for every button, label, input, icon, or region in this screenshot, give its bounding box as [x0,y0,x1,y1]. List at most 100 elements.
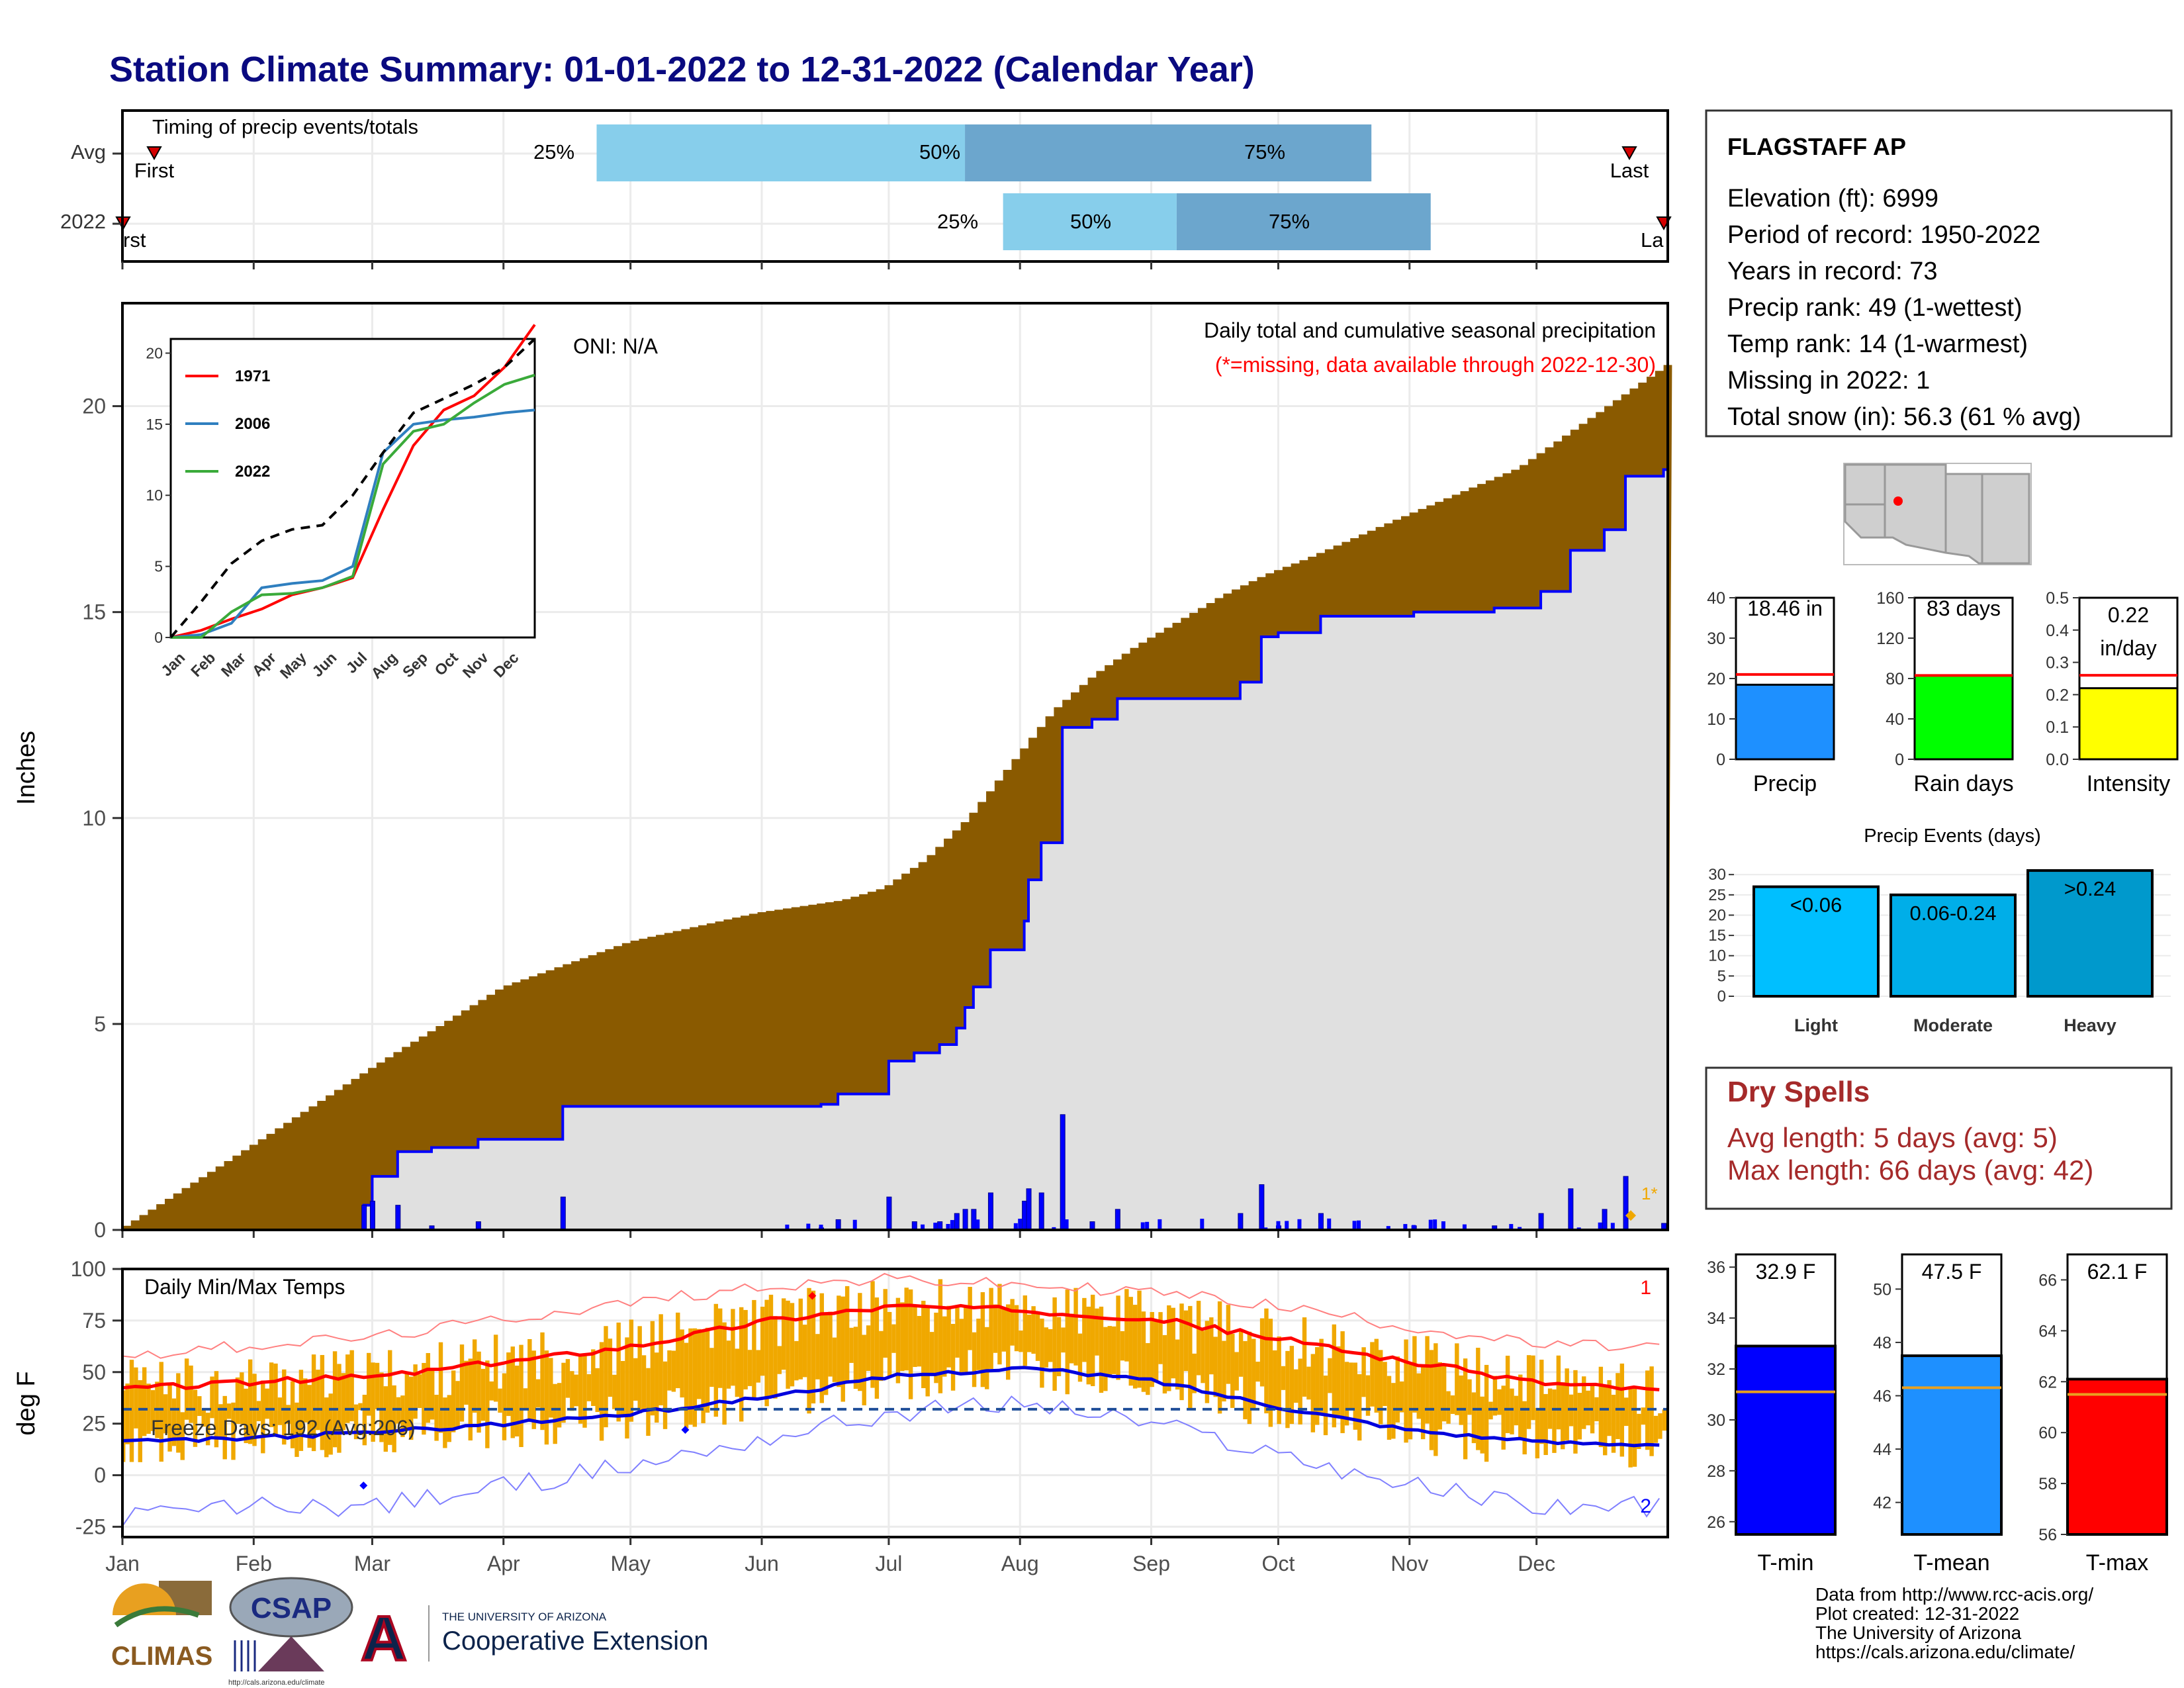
month-axis: Jan Feb Mar Apr May Jun Jul Aug Sep Oct Nov Dec [105,1537,1555,1575]
climas-logo-text: CLIMAS [111,1642,212,1671]
station-info-box: FLAGSTAFF AP Elevation (ft): 6999 Period… [1705,109,2173,438]
daily-temp-bar [332,1351,338,1448]
daily-temp-bar [1492,1376,1498,1416]
daily-precip-bar [1386,1226,1390,1230]
daily-temp-bar [874,1297,880,1399]
daily-temp-bar [193,1389,198,1447]
precip-event-category: Heavy [2064,1015,2116,1035]
timing-quartile-bar [965,124,1372,181]
temp-summary-bar [2066,1378,2168,1536]
daily-temp-bar [913,1307,917,1368]
daily-precip-bar [1538,1213,1544,1231]
daily-precip-bar [852,1219,857,1230]
inset-series-line [171,373,535,639]
daily-temp-bar [1171,1307,1175,1379]
daily-temp-bar [1480,1396,1484,1454]
daily-temp-bar [535,1379,541,1408]
daily-temp-bar [1349,1362,1353,1409]
precip-event-category: Moderate [1913,1015,1993,1035]
month-label: Sep [1132,1552,1170,1575]
daily-temp-bar [616,1322,621,1422]
daily-temp-bar [1001,1309,1007,1352]
timing-row-avg: Avg [71,140,106,164]
precip-events-chart: 0 5 10 15 20 25 30 <0.06 Light 0.06-0.24 Moderate >… [1708,866,2171,1035]
daily-temp-bar [1188,1305,1193,1409]
daily-temp-bar [1662,1409,1667,1431]
daily-temp-bar [1526,1355,1531,1429]
daily-temp-bar [383,1386,388,1452]
daily-temp-bar [1365,1375,1371,1416]
daily-temp-bar [1582,1376,1586,1429]
daily-temp-bar [950,1323,956,1391]
daily-precip-bar [1623,1176,1629,1231]
daily-temp-bar [1391,1383,1396,1439]
daily-precip-bar [1433,1219,1437,1230]
daily-temp-bar [815,1334,820,1380]
daily-temp-bar [1209,1317,1214,1375]
daily-temp-bar [324,1397,329,1458]
daily-temp-bar [1510,1388,1514,1434]
daily-precip-bar [1318,1223,1323,1230]
daily-temp-bar [637,1326,642,1413]
daily-temp-bar [426,1353,431,1423]
timing-avg-75: 75% [1244,140,1285,164]
daily-temp-bar [307,1385,312,1448]
daily-temp-bar [1251,1338,1256,1409]
daily-temp-bar [167,1383,172,1452]
daily-temp-bar [1238,1331,1244,1377]
daily-temp-bar [1019,1330,1023,1352]
daily-temp-bar [713,1303,719,1417]
precip-events-tick-label: 5 [1717,967,1726,985]
daily-temp-bar [557,1383,562,1428]
daily-temp-bar [1518,1374,1523,1440]
daily-temp-bar [1598,1366,1604,1448]
summary-bar-tick-label: 40 [1707,589,1725,608]
daily-temp-bar [316,1370,320,1430]
summary-bar [1735,683,1835,761]
daily-precip-bar [1064,1219,1069,1230]
daily-temp-bar [375,1362,380,1409]
daily-temp-bar [1310,1354,1316,1432]
daily-temp-bar [261,1380,265,1454]
daily-temp-bar [1086,1306,1091,1385]
daily-temp-bar [1535,1407,1540,1459]
daily-temp-bar [269,1362,274,1427]
daily-temp-bar [1383,1362,1387,1407]
daily-temp-bar [413,1364,418,1419]
cumulative-ylabel: Inches [13,731,40,805]
daily-precip-bar [971,1209,977,1231]
daily-temp-bar [747,1350,752,1386]
timing-2022-50: 50% [1070,210,1111,233]
timing-quartile-bar [1176,193,1431,250]
daily-temp-bar [1226,1305,1231,1384]
daily-temp-bar [404,1373,410,1430]
daily-temp-bar [853,1327,858,1389]
daily-temp-bar [1344,1362,1349,1426]
csap-rain-lines [234,1640,256,1671]
precip-event-bar [2026,869,2154,998]
daily-temp-bar [680,1329,684,1398]
temp-summary-tick-label: 30 [1707,1411,1725,1430]
temperature-summary-bars: 26 28 30 32 34 36 32.9 F T-min 42 44 46 48 50 47.5 F T… [1707,1253,2168,1575]
daily-temp-bar [1111,1326,1116,1374]
timing-row-2022: 2022 [60,210,106,233]
daily-temp-bar [1408,1364,1413,1440]
inset-series-line [170,408,535,639]
month-label: Apr [487,1552,520,1575]
daily-temp-bar [1357,1374,1362,1441]
daily-temp-bar [934,1313,938,1383]
station-line-missing: Missing in 2022: 1 [1727,367,1930,395]
daily-temp-bar [837,1295,841,1387]
daily-temp-bar [1446,1391,1451,1424]
summary-bar-tick-label: 0.0 [2046,751,2069,769]
daily-temp-bar [925,1305,930,1397]
daily-temp-bar [286,1405,291,1424]
daily-temp-bar [417,1374,422,1408]
timing-2022-75: 75% [1269,210,1310,233]
daily-temp-bar [1273,1350,1277,1410]
daily-temp-bar [1374,1338,1379,1413]
daily-temp-bar [561,1362,566,1423]
timing-quartile-bar [596,124,966,181]
daily-precip-bar [921,1224,925,1230]
